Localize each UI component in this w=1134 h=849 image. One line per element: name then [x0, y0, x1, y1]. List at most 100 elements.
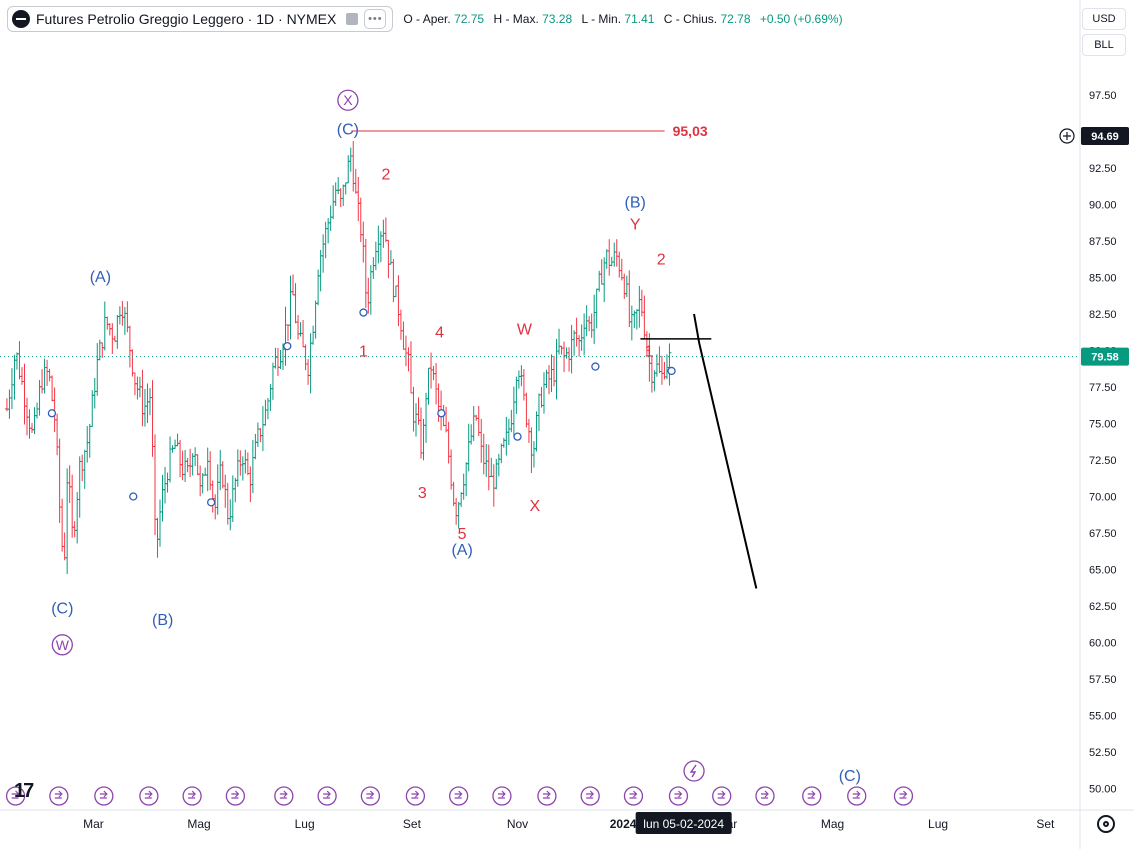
wave-label: 5	[458, 526, 467, 543]
ohlc-bar	[165, 472, 170, 493]
ohlc-bar	[506, 418, 511, 446]
ohlc-bar	[459, 492, 464, 507]
ohlc-bar	[589, 313, 594, 338]
ohlc-bar	[541, 372, 546, 414]
event-icon	[668, 786, 689, 806]
ohlc-bar	[255, 422, 260, 448]
wave-label: (C)	[51, 600, 73, 617]
ohlc-bar	[87, 424, 92, 458]
ohlc-bar	[275, 347, 280, 376]
ohlc-bar	[65, 468, 70, 575]
more-dots-icon[interactable]: •••	[364, 9, 387, 29]
crosshair-date-label: lun 05-02-2024	[643, 817, 724, 831]
ohlc-bar	[386, 239, 391, 279]
ohlc-bar	[401, 321, 406, 350]
ohlc-bar	[604, 249, 609, 269]
ohlc-bar	[356, 176, 361, 222]
compare-icon[interactable]	[346, 13, 359, 25]
x-tick-label: Mag	[821, 817, 844, 831]
ohlc-bar	[406, 347, 411, 372]
wave-label: W	[517, 321, 533, 338]
ohlc-bar	[574, 317, 579, 347]
ohlc-bar	[185, 457, 190, 473]
wave-label: W	[56, 637, 70, 653]
ohlc-bar	[614, 239, 619, 267]
x-tick-label: Set	[403, 817, 422, 831]
event-icon	[755, 786, 775, 806]
symbol-title[interactable]: Futures Petrolio Greggio Leggero · 1D · …	[36, 11, 337, 27]
add-level-icon	[1059, 128, 1075, 144]
ohlc-bar	[504, 416, 509, 456]
ohlc-bar	[333, 182, 338, 207]
circle-marker	[437, 409, 446, 418]
ohlc-bar	[306, 359, 311, 385]
high-label: H - Max.	[493, 12, 539, 26]
ohlc-bar	[484, 443, 489, 478]
ohlc-bar	[557, 328, 562, 355]
ohlc-bar	[240, 456, 245, 481]
ohlc-bar	[594, 288, 599, 329]
ohlc-bar	[183, 449, 188, 482]
ohlc-bar	[451, 481, 456, 507]
ohlc-bar	[170, 445, 175, 453]
event-icon	[360, 786, 381, 806]
ohlc-bar	[521, 369, 526, 401]
event-icon	[94, 786, 114, 806]
ohlc-bar	[57, 438, 62, 523]
gear-icon[interactable]	[1097, 815, 1115, 833]
ohlc-bar	[323, 221, 328, 259]
ohlc-bar	[67, 465, 72, 504]
ohlc-bar	[321, 234, 326, 273]
ohlc-bar	[85, 426, 90, 463]
x-tick-label: 2024	[610, 817, 637, 831]
wave-label: (B)	[625, 194, 646, 211]
ohlc-bar	[476, 405, 481, 437]
close-label: C - Chius.	[663, 12, 718, 26]
ohlc-bar	[627, 270, 632, 328]
ohlc-bar	[47, 368, 52, 382]
ohlc-bar	[358, 197, 363, 243]
currency-button[interactable]: USD	[1082, 8, 1126, 30]
symbol-box[interactable]: Futures Petrolio Greggio Leggero · 1D · …	[7, 6, 394, 32]
ohlc-bar	[27, 409, 32, 439]
circle-marker	[283, 341, 292, 351]
ohlc-bar	[396, 275, 401, 327]
ohlc-bar	[511, 386, 516, 437]
unit-button[interactable]: BLL	[1082, 34, 1126, 56]
ohlc-bar	[516, 370, 521, 389]
y-tick-label: 82.50	[1089, 309, 1117, 321]
ohlc-bar	[466, 423, 471, 472]
change-value: +0.50 (+0.69%)	[759, 12, 843, 26]
ohlc-bar	[486, 444, 491, 491]
ohlc-bar	[62, 532, 67, 561]
y-tick-label: 75.00	[1089, 419, 1117, 431]
ohlc-bar	[14, 352, 19, 370]
ohlc-bar	[587, 316, 592, 332]
y-tick-label: 90.00	[1089, 200, 1117, 212]
wave-label: (C)	[337, 121, 359, 138]
event-icon	[449, 786, 469, 806]
ohlc-bar	[163, 466, 168, 504]
ohlc-bar	[95, 343, 100, 396]
ohlc-bar	[637, 285, 642, 328]
ohlc-bar	[657, 346, 662, 374]
event-icon	[712, 786, 732, 806]
circle-marker	[129, 492, 138, 501]
ohlc-bar	[278, 349, 283, 370]
low-value: 71.41	[624, 12, 655, 26]
ohlc-bar	[313, 300, 318, 339]
ohlc-bar	[82, 449, 87, 489]
ohlc-bar	[424, 392, 429, 443]
ohlc-bar	[617, 251, 622, 278]
ohlc-bar	[55, 413, 60, 456]
ohlc-bar	[12, 354, 17, 400]
ohlc-bar	[446, 421, 451, 464]
ohlc-bar	[60, 498, 65, 552]
ohlc-bar	[127, 325, 132, 368]
ohlc-bar	[398, 309, 403, 340]
ohlc-bar	[607, 239, 612, 276]
ohlc-bar	[150, 380, 155, 457]
crosshair-date-bg	[635, 812, 732, 834]
